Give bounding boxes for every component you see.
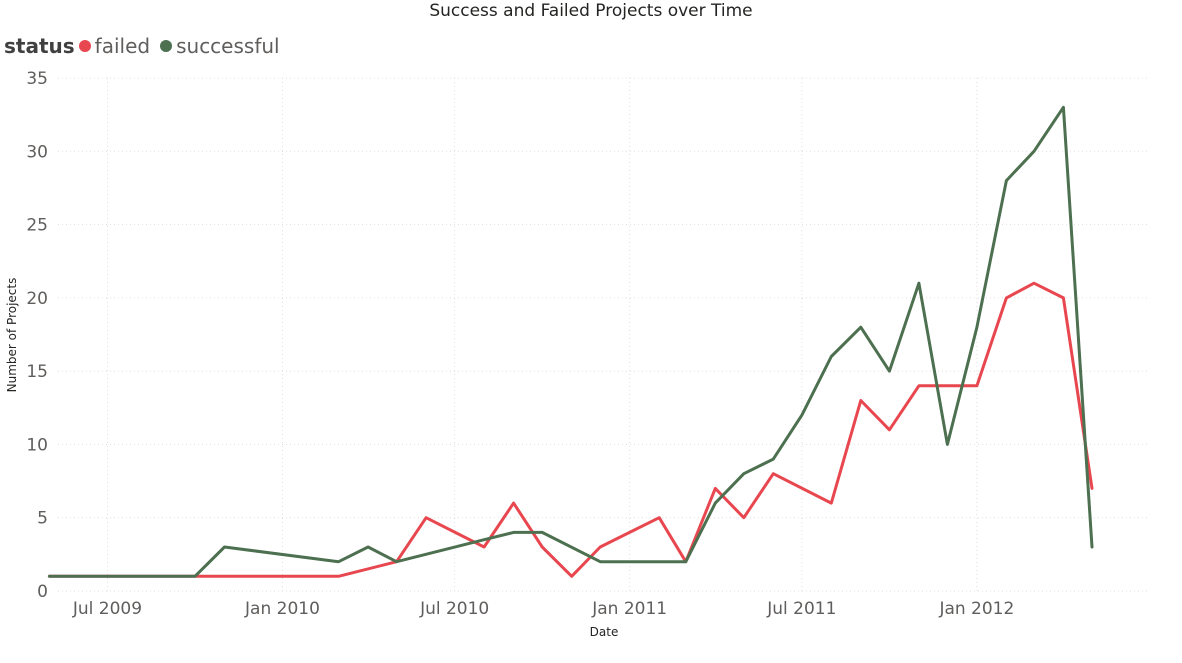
series-lines	[47, 105, 1094, 578]
legend-item-successful[interactable]: successful	[160, 34, 280, 58]
y-axis-title: Number of Projects	[5, 278, 19, 393]
gridlines	[58, 77, 1150, 592]
y-tick-label: 20	[26, 289, 48, 309]
y-tick-label: 5	[37, 509, 48, 529]
x-tick-label: Jul 2009	[72, 599, 142, 619]
y-tick-label: 15	[26, 362, 48, 382]
y-tick-label: 25	[26, 216, 48, 236]
x-tick-label: Jan 2010	[244, 599, 320, 619]
x-tick-label: Jan 2011	[591, 599, 667, 619]
y-tick-label: 35	[26, 69, 48, 89]
y-axis-ticks: 0 5 10 15 20 25 30 35	[26, 69, 48, 602]
x-axis-title: Date	[590, 625, 619, 639]
legend: status failed successful	[4, 33, 290, 59]
legend-marker-failed	[78, 40, 91, 52]
chart-title: Success and Failed Projects over Time	[429, 1, 753, 21]
legend-title: status	[4, 34, 75, 58]
series-line-failed[interactable]	[47, 281, 1094, 578]
y-tick-label: 10	[26, 435, 48, 455]
x-tick-label: Jul 2010	[419, 599, 489, 619]
x-axis-ticks: Jul 2009 Jan 2010 Jul 2010 Jan 2011 Jul 2011…	[72, 599, 1014, 619]
legend-item-failed[interactable]: failed	[78, 34, 151, 58]
legend-label-failed: failed	[94, 34, 151, 58]
x-tick-label: Jan 2012	[938, 599, 1014, 619]
y-tick-label: 0	[37, 582, 48, 602]
legend-marker-successful	[160, 40, 173, 52]
legend-label-successful: successful	[176, 34, 280, 58]
y-tick-label: 30	[26, 142, 48, 162]
x-tick-label: Jul 2011	[766, 599, 836, 619]
series-line-successful[interactable]	[47, 105, 1094, 578]
